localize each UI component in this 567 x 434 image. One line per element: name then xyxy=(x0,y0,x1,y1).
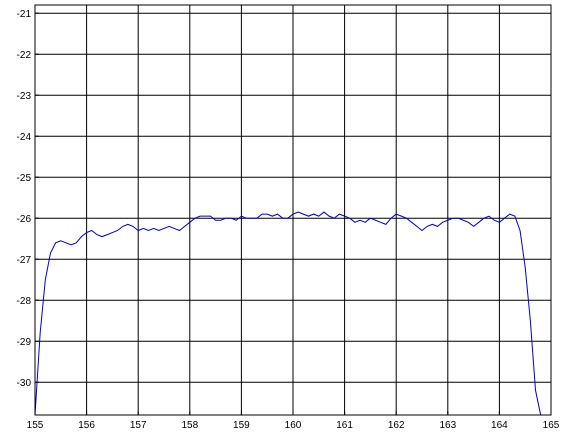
x-tick-label: 163 xyxy=(439,420,456,431)
x-tick-label: 165 xyxy=(543,420,560,431)
y-tick-label: -24 xyxy=(17,132,32,143)
x-tick-label: 157 xyxy=(130,420,147,431)
x-tick-label: 159 xyxy=(233,420,250,431)
x-tick-label: 160 xyxy=(285,420,302,431)
x-tick-label: 162 xyxy=(388,420,405,431)
x-tick-label: 158 xyxy=(181,420,198,431)
plot-series-layer xyxy=(34,211,542,416)
x-tick-label: 156 xyxy=(78,420,95,431)
grid-lines xyxy=(34,5,552,415)
x-tick-label: 161 xyxy=(336,420,353,431)
y-tick-label: -27 xyxy=(17,255,32,266)
y-tick-label: -30 xyxy=(17,378,32,389)
x-tick-label: 155 xyxy=(27,420,44,431)
series-line-1 xyxy=(34,211,542,416)
x-tick-labels: 155 156 157 158 159 160 161 162 163 164 165 xyxy=(27,420,560,431)
x-tick-label: 164 xyxy=(491,420,508,431)
y-tick-label: -29 xyxy=(17,337,32,348)
y-tick-label: -21 xyxy=(17,9,32,20)
y-tick-label: -28 xyxy=(17,296,32,307)
y-tick-label: -22 xyxy=(17,50,32,61)
y-tick-label: -23 xyxy=(17,91,32,102)
y-tick-label: -26 xyxy=(17,214,32,225)
y-tick-labels: -21 -22 -23 -24 -25 -26 -27 -28 -29 -30 xyxy=(17,9,32,389)
y-tick-label: -25 xyxy=(17,173,32,184)
tick-marks xyxy=(34,12,552,415)
